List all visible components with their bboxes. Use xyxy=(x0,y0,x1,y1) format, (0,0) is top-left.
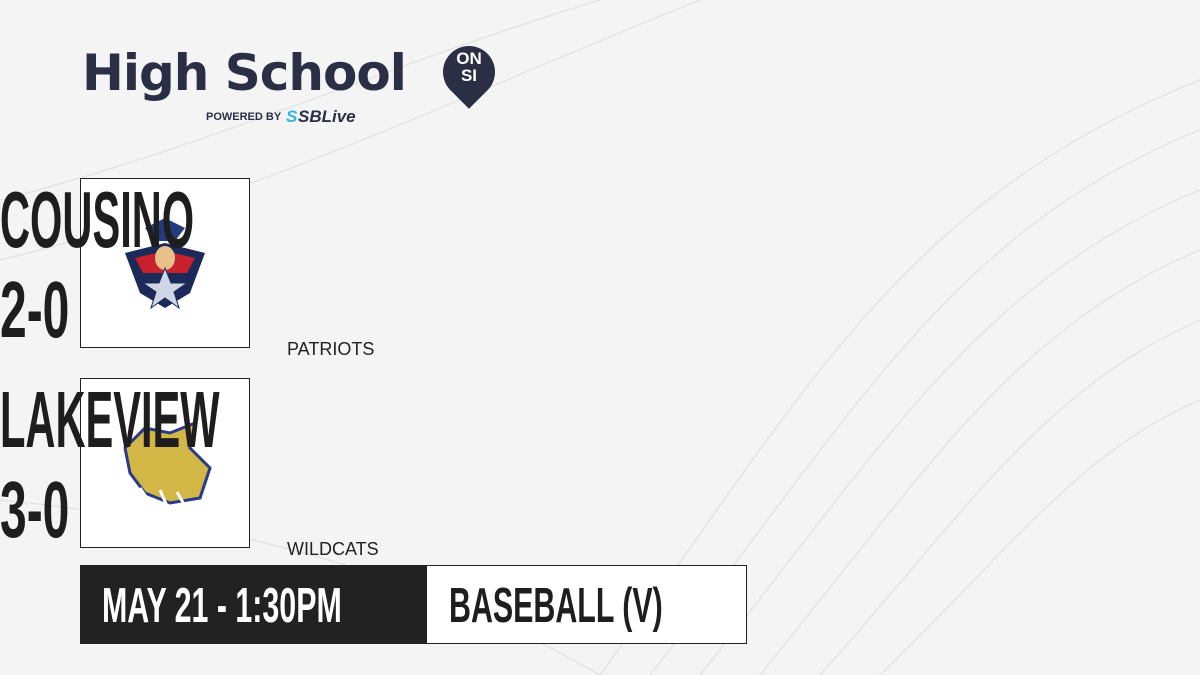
game-sport-bar: BASEBALL (V) xyxy=(426,565,747,644)
game-datetime: MAY 21 - 1:30PM xyxy=(102,579,342,633)
team-logo-lakeview xyxy=(80,378,250,548)
team-mascot-cousino: PATRIOTS xyxy=(287,339,375,359)
game-sport: BASEBALL (V) xyxy=(449,579,663,633)
wildcat-logo xyxy=(123,420,212,507)
on-si-badge-text: ON SI xyxy=(456,49,482,85)
patriot-logo xyxy=(125,218,205,310)
team-logo-cousino xyxy=(80,178,250,348)
sblive-logo: S xyxy=(286,107,298,126)
team-mascot-lakeview: WILDCATS xyxy=(287,539,379,559)
game-datetime-bar: MAY 21 - 1:30PM xyxy=(80,565,426,644)
brand-title: High School xyxy=(82,44,407,102)
powered-by-label: POWERED BY xyxy=(206,111,282,123)
sblive-wordmark: SBLive xyxy=(298,107,356,126)
